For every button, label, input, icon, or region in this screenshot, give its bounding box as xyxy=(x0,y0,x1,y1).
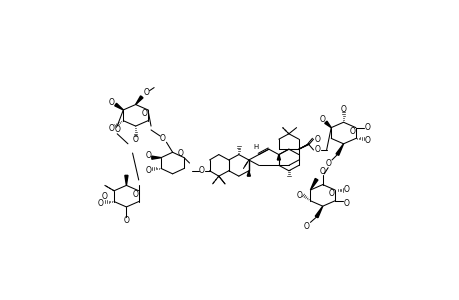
Text: O: O xyxy=(296,191,302,200)
Polygon shape xyxy=(151,156,161,159)
Text: O: O xyxy=(109,124,114,133)
Text: H: H xyxy=(252,144,258,150)
Text: O: O xyxy=(109,98,114,107)
Polygon shape xyxy=(324,121,330,127)
Polygon shape xyxy=(247,171,250,176)
Polygon shape xyxy=(310,178,317,190)
Text: O: O xyxy=(142,109,147,118)
Text: O: O xyxy=(303,223,309,232)
Text: O: O xyxy=(133,190,138,199)
Polygon shape xyxy=(336,144,343,155)
Text: O: O xyxy=(133,136,138,145)
Text: O: O xyxy=(114,125,120,134)
Text: O: O xyxy=(314,135,319,144)
Polygon shape xyxy=(277,154,280,160)
Polygon shape xyxy=(114,103,123,110)
Polygon shape xyxy=(124,176,128,185)
Text: O: O xyxy=(343,185,349,194)
Text: O: O xyxy=(198,166,204,175)
Text: O: O xyxy=(159,134,165,143)
Text: O: O xyxy=(98,200,104,208)
Text: O: O xyxy=(325,159,330,168)
Text: O: O xyxy=(343,199,349,208)
Text: O: O xyxy=(340,105,346,114)
Text: O: O xyxy=(146,166,151,175)
Text: O: O xyxy=(319,167,325,176)
Text: O: O xyxy=(328,189,334,198)
Text: O: O xyxy=(146,151,151,160)
Polygon shape xyxy=(314,206,322,218)
Text: O: O xyxy=(364,123,369,132)
Polygon shape xyxy=(135,96,143,104)
Text: O: O xyxy=(102,192,107,201)
Text: O: O xyxy=(319,115,325,124)
Text: O: O xyxy=(314,146,319,154)
Text: O: O xyxy=(349,127,355,136)
Text: O: O xyxy=(143,88,149,98)
Text: O: O xyxy=(123,216,129,225)
Text: O: O xyxy=(177,149,183,158)
Text: O: O xyxy=(364,136,369,145)
